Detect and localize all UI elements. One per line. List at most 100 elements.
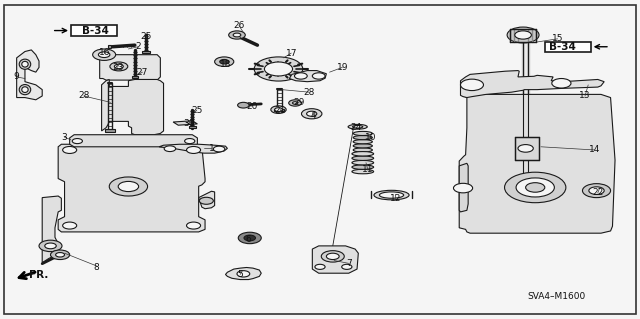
Circle shape (461, 79, 483, 91)
Circle shape (214, 57, 234, 66)
Text: 11: 11 (362, 166, 374, 174)
Circle shape (275, 108, 282, 112)
Circle shape (315, 264, 325, 269)
Polygon shape (100, 55, 161, 80)
FancyBboxPatch shape (4, 5, 636, 314)
Circle shape (271, 106, 286, 114)
Polygon shape (106, 129, 115, 131)
Ellipse shape (22, 61, 28, 67)
Circle shape (118, 182, 139, 192)
Polygon shape (312, 246, 358, 273)
Circle shape (237, 102, 249, 108)
Circle shape (237, 271, 250, 277)
Circle shape (518, 145, 533, 152)
Circle shape (199, 197, 213, 204)
Polygon shape (108, 45, 111, 48)
Circle shape (115, 64, 124, 69)
Text: 18: 18 (220, 60, 232, 69)
Polygon shape (159, 144, 227, 153)
Text: 9: 9 (14, 72, 20, 81)
Text: 13: 13 (579, 92, 591, 100)
Bar (71, 26, 117, 36)
Text: 27: 27 (137, 68, 148, 77)
Circle shape (56, 253, 65, 257)
Text: 16: 16 (99, 48, 111, 57)
Text: 19: 19 (337, 63, 348, 72)
Bar (545, 42, 591, 51)
Polygon shape (460, 94, 615, 233)
Polygon shape (102, 79, 164, 135)
Circle shape (93, 49, 116, 60)
Ellipse shape (352, 165, 374, 169)
Circle shape (63, 146, 77, 153)
Text: 28: 28 (78, 92, 90, 100)
Circle shape (213, 146, 225, 152)
Circle shape (164, 146, 175, 152)
Circle shape (233, 33, 241, 37)
Ellipse shape (353, 136, 372, 140)
Text: 8: 8 (93, 263, 99, 272)
Text: 7: 7 (346, 259, 351, 268)
Circle shape (504, 172, 566, 203)
Polygon shape (70, 135, 197, 147)
Polygon shape (289, 70, 326, 82)
Text: 25: 25 (141, 32, 152, 41)
Polygon shape (461, 70, 604, 98)
Ellipse shape (19, 85, 31, 95)
Polygon shape (42, 196, 61, 263)
Text: 15: 15 (552, 34, 563, 43)
Circle shape (516, 178, 554, 197)
Ellipse shape (352, 169, 374, 174)
Circle shape (292, 102, 298, 104)
Text: B-34: B-34 (549, 42, 576, 52)
Text: 4: 4 (311, 111, 316, 120)
Circle shape (51, 250, 70, 260)
Polygon shape (225, 268, 261, 279)
Text: 6: 6 (246, 235, 252, 244)
Ellipse shape (353, 148, 372, 152)
Circle shape (110, 62, 128, 71)
Circle shape (228, 31, 245, 39)
Circle shape (507, 27, 539, 43)
Text: 23: 23 (112, 63, 124, 72)
Polygon shape (143, 50, 150, 53)
Circle shape (109, 177, 148, 196)
Circle shape (301, 109, 322, 119)
Circle shape (72, 138, 83, 144)
Circle shape (220, 59, 228, 64)
Ellipse shape (19, 59, 31, 69)
Polygon shape (198, 191, 214, 209)
Ellipse shape (352, 156, 374, 160)
Text: 25: 25 (191, 106, 202, 115)
Ellipse shape (353, 125, 363, 128)
Text: 20: 20 (246, 102, 257, 111)
Circle shape (238, 232, 261, 244)
Polygon shape (460, 163, 468, 212)
Polygon shape (274, 109, 284, 111)
Circle shape (99, 52, 110, 57)
Text: B-34: B-34 (82, 26, 109, 36)
Circle shape (515, 31, 531, 39)
Polygon shape (17, 50, 42, 100)
Text: 30: 30 (183, 119, 195, 129)
Circle shape (326, 253, 339, 260)
Text: 3: 3 (61, 133, 67, 142)
Text: 24: 24 (351, 123, 362, 132)
Text: FR.: FR. (29, 271, 49, 280)
Circle shape (39, 240, 62, 252)
Circle shape (244, 235, 255, 241)
Ellipse shape (380, 192, 404, 198)
Text: SVA4–M1600: SVA4–M1600 (527, 292, 586, 301)
Text: 10: 10 (365, 133, 377, 142)
Bar (515, 137, 539, 160)
Circle shape (312, 73, 325, 79)
Circle shape (186, 146, 200, 153)
Circle shape (342, 264, 352, 269)
Circle shape (45, 243, 56, 249)
Text: 17: 17 (285, 48, 297, 58)
Circle shape (307, 111, 317, 116)
Ellipse shape (348, 124, 367, 129)
Circle shape (589, 187, 604, 195)
Circle shape (184, 138, 195, 144)
Circle shape (264, 62, 292, 76)
